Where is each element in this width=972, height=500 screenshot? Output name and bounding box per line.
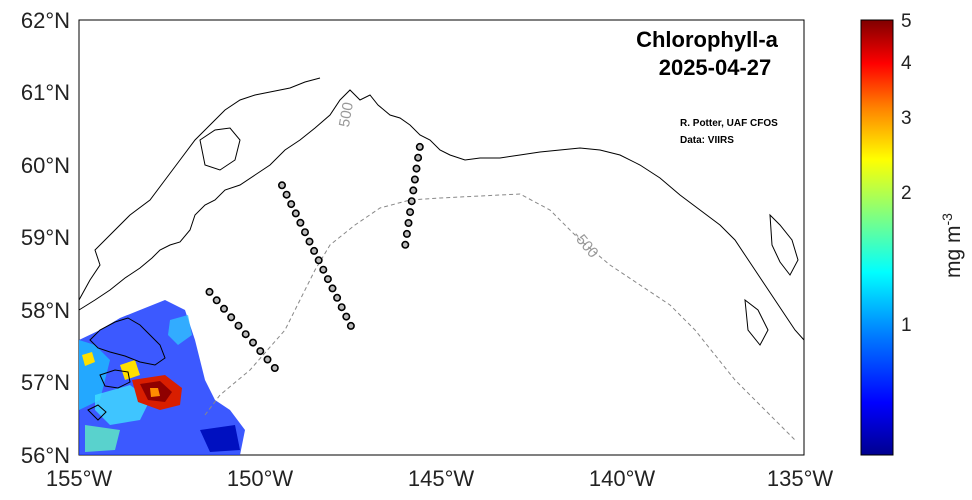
- station-marker: [319, 265, 328, 274]
- station-marker: [310, 246, 319, 255]
- lon-tick: 135°W: [767, 466, 834, 491]
- map-title-line1: Chlorophyll-a: [636, 27, 779, 52]
- station-marker: [282, 190, 291, 199]
- lon-tick: 140°W: [589, 466, 656, 491]
- station-marker: [414, 153, 423, 162]
- lat-tick: 57°N: [21, 370, 70, 395]
- station-marker: [234, 321, 243, 330]
- colorbar-tick: 5: [901, 11, 912, 32]
- isobath-label-2: 500: [336, 101, 357, 129]
- lat-tick: 60°N: [21, 153, 70, 178]
- credit-line2: Data: VIIRS: [680, 135, 734, 146]
- station-marker: [323, 275, 332, 284]
- colorbar-tick: 4: [901, 53, 912, 74]
- chlorophyll-data-patch: [79, 300, 245, 455]
- station-marker: [305, 237, 314, 246]
- station-marker: [328, 284, 337, 293]
- lon-tick: 155°W: [46, 466, 113, 491]
- colorbar-unit-label: mg m-3: [939, 213, 965, 278]
- coastline: [78, 77, 805, 421]
- colorbar-tick: 2: [901, 183, 912, 204]
- colorbar-gradient: [860, 19, 894, 456]
- station-marker: [342, 312, 351, 321]
- colorbar-tick: 1: [901, 315, 912, 336]
- lat-tick: 56°N: [21, 443, 70, 468]
- colorbar: 5 4 3 2 1 mg m-3: [860, 11, 965, 456]
- lat-tick: 58°N: [21, 298, 70, 323]
- station-marker: [346, 321, 355, 330]
- station-marker: [256, 347, 265, 356]
- station-marker: [205, 287, 214, 296]
- station-marker: [412, 164, 421, 173]
- station-marker: [287, 200, 296, 209]
- station-marker: [314, 256, 323, 265]
- station-marker: [402, 229, 411, 238]
- station-marker: [296, 218, 305, 227]
- credit-line1: R. Potter, UAF CFOS: [680, 118, 778, 129]
- station-marker: [407, 197, 416, 206]
- station-marker: [333, 293, 342, 302]
- lat-tick: 62°N: [21, 8, 70, 33]
- station-marker: [277, 181, 286, 190]
- station-marker: [212, 296, 221, 305]
- map-title-line2: 2025-04-27: [659, 55, 772, 80]
- station-marker: [401, 240, 410, 249]
- station-markers: [205, 142, 424, 372]
- station-marker: [249, 338, 258, 347]
- station-marker: [337, 303, 346, 312]
- station-marker: [291, 209, 300, 218]
- colorbar-tick: 3: [901, 108, 912, 129]
- station-marker: [406, 208, 415, 217]
- station-marker: [220, 304, 229, 313]
- latitude-axis: 62°N 61°N 60°N 59°N 58°N 57°N 56°N: [21, 8, 70, 468]
- station-marker: [409, 186, 418, 195]
- lat-tick: 59°N: [21, 225, 70, 250]
- lon-tick: 150°W: [227, 466, 294, 491]
- station-marker: [241, 330, 250, 339]
- colorbar-unit-exponent: -3: [939, 213, 955, 226]
- station-marker: [263, 355, 272, 364]
- longitude-axis: 155°W 150°W 145°W 140°W 135°W: [46, 466, 834, 491]
- station-marker: [410, 175, 419, 184]
- lat-tick: 61°N: [21, 80, 70, 105]
- station-marker: [300, 228, 309, 237]
- station-marker: [404, 219, 413, 228]
- lon-tick: 145°W: [408, 466, 475, 491]
- station-marker: [415, 142, 424, 151]
- station-marker: [270, 363, 279, 372]
- station-marker: [227, 313, 236, 322]
